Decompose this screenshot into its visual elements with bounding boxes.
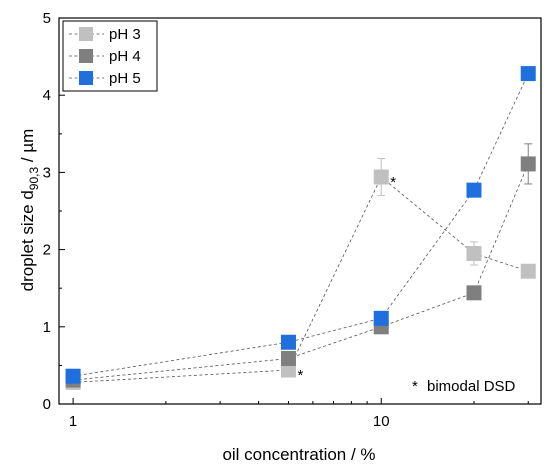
y-axis-label-main: droplet size d bbox=[18, 190, 37, 291]
y-tick-label: 4 bbox=[43, 87, 51, 104]
star-mark: * bbox=[390, 174, 396, 191]
series-line bbox=[73, 176, 529, 383]
legend-box bbox=[62, 20, 158, 92]
data-points bbox=[65, 66, 536, 390]
y-tick-label: 5 bbox=[43, 10, 51, 27]
y-tick-label: 1 bbox=[43, 319, 51, 336]
annotation-text: bimodal DSD bbox=[427, 378, 516, 395]
data-point bbox=[373, 169, 389, 185]
data-point bbox=[280, 350, 296, 366]
annotations: ** bbox=[297, 174, 396, 384]
data-point bbox=[520, 66, 536, 82]
data-point bbox=[466, 182, 482, 198]
x-axis-label: oil concentration / % bbox=[222, 445, 375, 464]
y-axis-label: droplet size d90,3 / µm bbox=[18, 129, 41, 292]
annotation-star: * bbox=[412, 378, 418, 395]
y-tick-label: 2 bbox=[43, 242, 51, 259]
data-point bbox=[520, 263, 536, 279]
data-point bbox=[520, 156, 536, 172]
data-point bbox=[373, 310, 389, 326]
x-tick-label: 1 bbox=[69, 413, 77, 430]
data-point bbox=[280, 362, 296, 378]
series-line bbox=[73, 73, 529, 377]
series-line bbox=[73, 163, 529, 381]
x-tick-label: 10 bbox=[373, 413, 390, 430]
legend-marker bbox=[79, 49, 93, 63]
data-point bbox=[466, 245, 482, 261]
legend: pH 3 pH 4 pH 5 bbox=[62, 20, 158, 92]
star-mark: * bbox=[297, 367, 303, 384]
y-axis-label-sub: 90,3 bbox=[27, 167, 41, 191]
series-lines bbox=[73, 73, 529, 383]
legend-label: pH 5 bbox=[109, 70, 141, 87]
axis-ticks: 0 1 2 3 4 5 1 10 bbox=[43, 10, 529, 430]
legend-marker bbox=[79, 27, 93, 41]
y-tick-label: 3 bbox=[43, 164, 51, 181]
y-axis-label-tail: / µm bbox=[18, 129, 37, 167]
legend-label: pH 3 bbox=[109, 26, 141, 43]
error-bars bbox=[69, 69, 533, 386]
legend-marker bbox=[79, 71, 93, 85]
data-point bbox=[466, 285, 482, 301]
data-point bbox=[280, 334, 296, 350]
y-tick-label: 0 bbox=[43, 396, 51, 413]
data-point bbox=[65, 368, 81, 384]
legend-label: pH 4 bbox=[109, 48, 141, 65]
